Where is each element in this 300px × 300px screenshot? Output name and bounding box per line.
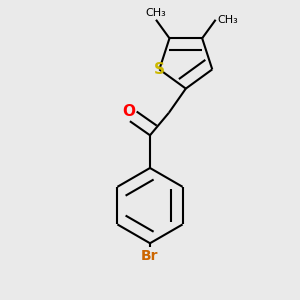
Text: Br: Br (141, 249, 159, 263)
Text: CH₃: CH₃ (146, 8, 167, 18)
Text: S: S (154, 62, 165, 77)
Text: CH₃: CH₃ (217, 15, 238, 25)
Text: O: O (122, 103, 135, 118)
